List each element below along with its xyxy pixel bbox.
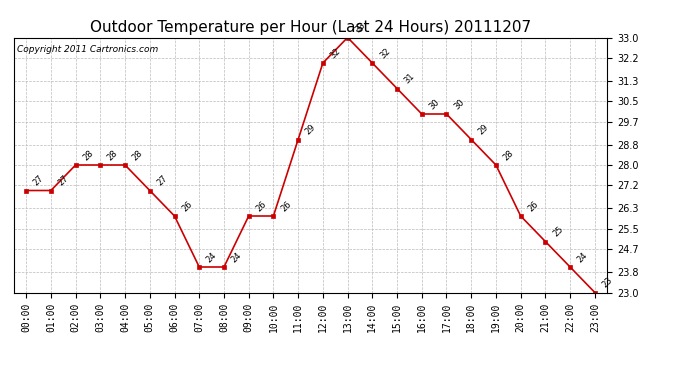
Text: 28: 28: [502, 148, 515, 162]
Text: 27: 27: [57, 174, 70, 188]
Text: 27: 27: [155, 174, 169, 188]
Text: 24: 24: [575, 251, 589, 264]
Text: 26: 26: [180, 200, 194, 213]
Text: 24: 24: [205, 251, 219, 264]
Text: 29: 29: [304, 123, 317, 137]
Text: 28: 28: [106, 148, 120, 162]
Text: 28: 28: [81, 148, 95, 162]
Text: 31: 31: [402, 72, 417, 86]
Text: 26: 26: [254, 200, 268, 213]
Text: 29: 29: [477, 123, 491, 137]
Text: 24: 24: [230, 251, 244, 264]
Text: 26: 26: [279, 200, 293, 213]
Text: 33: 33: [353, 21, 367, 35]
Text: 28: 28: [130, 148, 144, 162]
Text: 27: 27: [32, 174, 46, 188]
Text: 25: 25: [551, 225, 564, 239]
Title: Outdoor Temperature per Hour (Last 24 Hours) 20111207: Outdoor Temperature per Hour (Last 24 Ho…: [90, 20, 531, 35]
Text: 23: 23: [600, 276, 614, 290]
Text: 32: 32: [378, 46, 392, 60]
Text: 26: 26: [526, 200, 540, 213]
Text: 30: 30: [452, 98, 466, 111]
Text: 30: 30: [427, 98, 441, 111]
Text: Copyright 2011 Cartronics.com: Copyright 2011 Cartronics.com: [17, 45, 158, 54]
Text: 32: 32: [328, 46, 342, 60]
